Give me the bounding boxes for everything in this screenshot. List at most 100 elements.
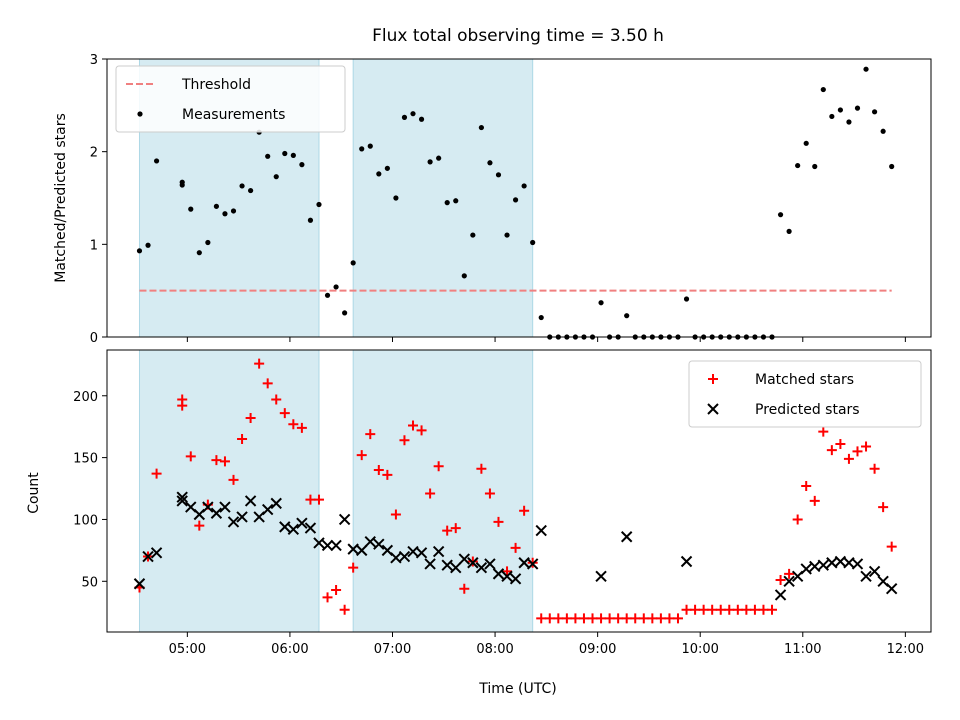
point-predicted-stars-4 (176, 495, 188, 507)
top-axes-frame (106, 58, 932, 338)
point-measurements-38 (470, 232, 476, 238)
point-matched-stars-44 (519, 505, 530, 516)
point-predicted-stars-27 (373, 538, 385, 550)
x-tick-label-0700: 07:00 (374, 642, 411, 657)
point-predicted-stars-37 (458, 553, 471, 565)
point-measurements-24 (350, 260, 356, 266)
point-matched-stars-17 (288, 419, 299, 430)
point-measurements-46 (538, 314, 544, 321)
point-predicted-stars-55 (817, 559, 830, 571)
bottom-y-axis-label: Count (26, 472, 42, 514)
count-panel: 50 100 150 200 05:00 06:00 07:00 08:00 09:00 10:0… (73, 349, 932, 657)
point-measurements-44 (521, 183, 527, 189)
point-measurements-76 (795, 162, 801, 169)
point-matched-stars-24 (348, 562, 359, 573)
point-measurements-39 (478, 124, 484, 131)
point-predicted-stars-11 (236, 511, 248, 523)
point-predicted-stars-51 (783, 575, 795, 587)
point-measurements-78 (812, 163, 818, 170)
point-measurements-15 (273, 174, 279, 180)
point-predicted-stars-26 (364, 536, 376, 548)
point-measurements-87 (889, 163, 895, 170)
point-predicted-stars-19 (304, 522, 317, 534)
point-matched-stars-11 (237, 434, 248, 445)
point-measurements-10 (230, 208, 237, 214)
point-matched-stars-8 (211, 455, 222, 466)
point-measurements-6 (196, 250, 202, 256)
point-predicted-stars-30 (398, 550, 411, 563)
point-measurements-43 (512, 197, 519, 203)
point-matched-stars-41 (493, 516, 504, 527)
point-matched-stars-51 (578, 613, 589, 624)
point-predicted-stars-10 (227, 516, 240, 528)
point-matched-stars-46 (536, 613, 547, 624)
point-measurements-30 (401, 114, 408, 120)
point-predicted-stars-59 (851, 558, 864, 570)
point-matched-stars-10 (228, 474, 239, 485)
point-measurements-27 (376, 171, 382, 177)
point-measurements-22 (333, 284, 339, 290)
shaded-interval-1 (352, 349, 534, 633)
point-matched-stars-79 (818, 426, 829, 437)
point-matched-stars-2 (151, 468, 162, 479)
point-measurements-23 (342, 310, 348, 316)
point-matched-stars-78 (809, 495, 820, 506)
top-y-tick-label-3: 3 (90, 53, 98, 68)
point-measurements-84 (863, 66, 869, 72)
top-y-tick-label-2: 2 (90, 146, 98, 161)
point-matched-stars-25 (356, 450, 367, 461)
point-matched-stars-83 (852, 446, 863, 457)
point-matched-stars-55 (613, 613, 624, 624)
point-predicted-stars-41 (492, 568, 505, 580)
point-matched-stars-77 (801, 481, 812, 492)
point-measurements-81 (837, 107, 843, 113)
point-measurements-53 (598, 300, 604, 306)
point-measurements-31 (410, 111, 416, 117)
top-y-axis-label: Matched/Predicted stars (53, 113, 69, 283)
point-matched-stars-20 (313, 494, 324, 505)
top-legend-label-1: Measurements (182, 107, 285, 123)
x-tick-label-1100: 11:00 (784, 642, 821, 657)
point-measurements-42 (504, 232, 510, 238)
point-predicted-stars-40 (484, 558, 496, 570)
point-matched-stars-47 (544, 613, 555, 624)
point-matched-stars-39 (476, 463, 487, 474)
ratio-panel: 0 1 2 3 Threshold Measurements (90, 53, 932, 346)
point-predicted-stars-23 (338, 513, 351, 526)
point-predicted-stars-47 (595, 570, 607, 583)
x-tick-label-0900: 09:00 (579, 642, 616, 657)
point-matched-stars-82 (843, 453, 854, 464)
shaded-interval-1 (352, 58, 534, 338)
point-matched-stars-5 (185, 451, 196, 462)
x-tick-label-1200: 12:00 (887, 642, 924, 657)
point-matched-stars-58 (638, 613, 649, 624)
point-matched-stars-27 (373, 464, 384, 475)
point-matched-stars-34 (433, 461, 444, 472)
point-measurements-85 (871, 109, 878, 115)
point-measurements-45 (530, 239, 536, 246)
point-matched-stars-22 (331, 584, 342, 595)
point-matched-stars-50 (570, 613, 581, 624)
point-matched-stars-80 (826, 445, 837, 456)
point-matched-stars-72 (758, 604, 769, 615)
point-measurements-34 (436, 155, 442, 161)
top-y-tick-label-1: 1 (90, 238, 98, 253)
point-measurements-5 (188, 206, 194, 212)
point-matched-stars-30 (399, 435, 410, 446)
point-matched-stars-65 (698, 604, 709, 615)
point-predicted-stars-18 (296, 517, 308, 529)
point-measurements-74 (777, 212, 784, 218)
point-measurements-80 (829, 113, 835, 120)
point-predicted-stars-17 (287, 523, 300, 536)
point-measurements-79 (820, 86, 826, 93)
point-matched-stars-13 (254, 358, 265, 369)
point-matched-stars-70 (741, 604, 752, 615)
point-matched-stars-60 (655, 613, 666, 624)
point-matched-stars-81 (835, 439, 846, 449)
point-predicted-stars-16 (279, 521, 291, 533)
bottom-y-tick-label-50: 50 (81, 575, 98, 590)
point-predicted-stars-36 (450, 561, 462, 574)
point-predicted-stars-48 (620, 531, 633, 543)
point-matched-stars-59 (647, 613, 658, 624)
point-matched-stars-6 (194, 520, 205, 531)
